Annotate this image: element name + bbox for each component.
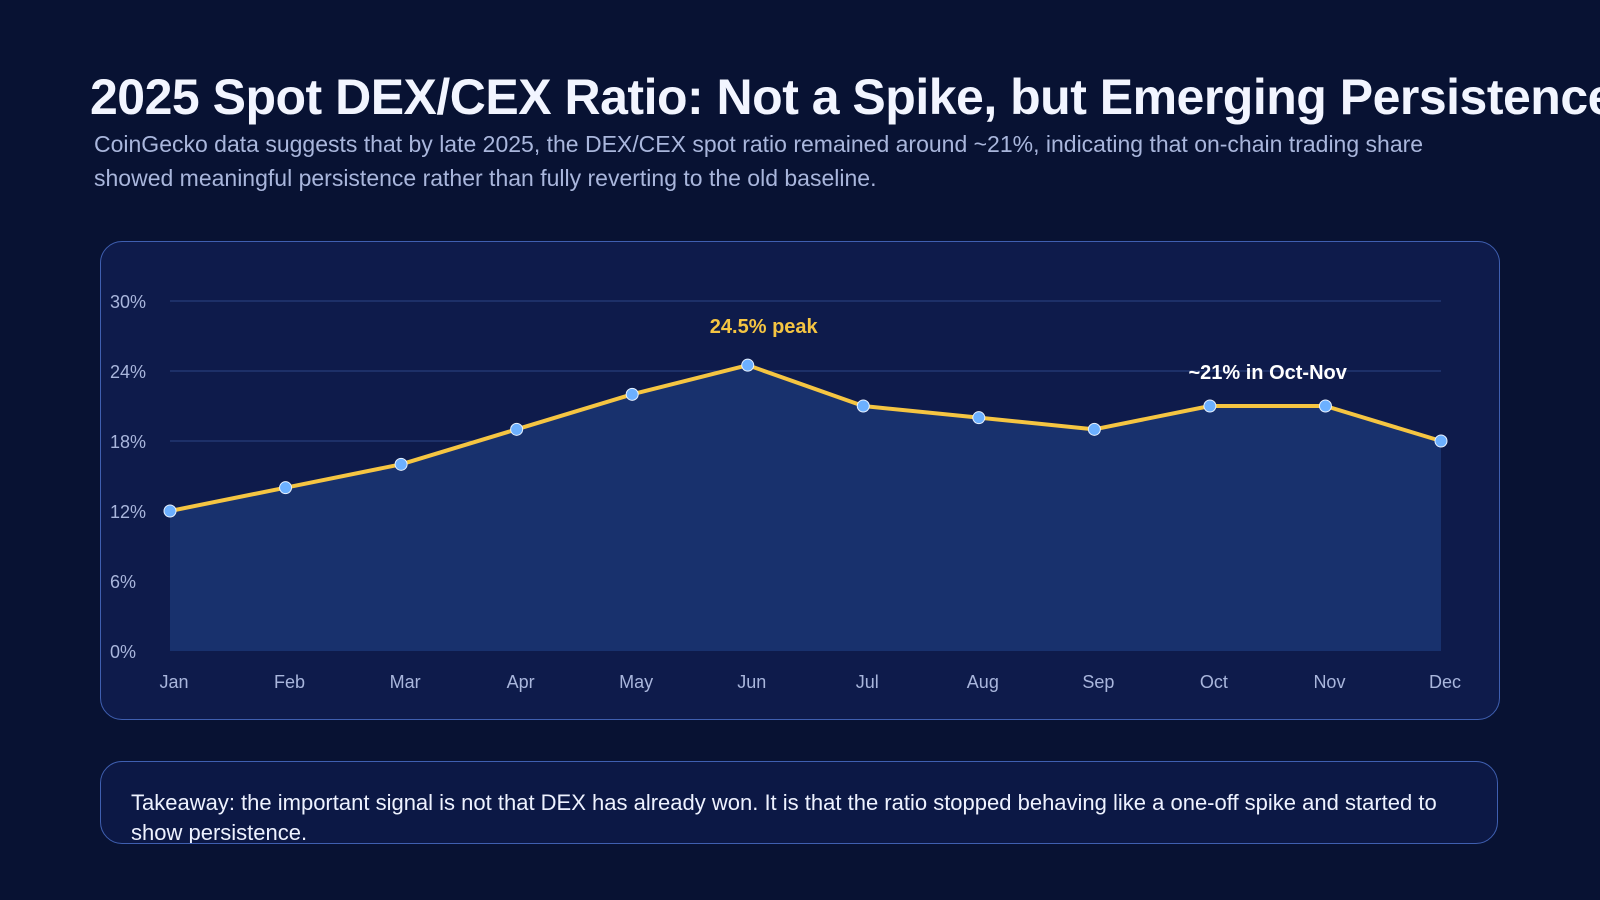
data-point-feb [279,481,293,495]
series-line [169,363,1442,513]
data-point-apr [510,422,524,436]
annotation-oct-nov: ~21% in Oct-Nov [1188,362,1347,384]
x-tick-label: Jun [737,672,766,692]
takeaway-box: Takeaway: the important signal is not th… [100,761,1498,844]
x-tick-label: Jul [856,672,879,692]
data-point-sep [1087,422,1101,436]
line-chart: 0% 6% 12% 18% 24% 30% Jan Feb Mar Apr May Jun Jul Au… [110,292,1461,692]
data-point-nov [1318,399,1332,413]
x-tick-label: Apr [507,672,535,692]
data-point-dec [1434,434,1448,448]
x-tick-label: Nov [1313,672,1345,692]
x-tick-label: Sep [1082,672,1114,692]
annotation-peak: 24.5% peak [710,316,819,338]
x-tick-label: Aug [967,672,999,692]
page-title: 2025 Spot DEX/CEX Ratio: Not a Spike, bu… [90,69,1600,125]
data-point-jul [856,399,870,413]
y-tick-label: 6% [110,572,136,592]
x-tick-label: Oct [1200,672,1228,692]
y-tick-label: 24% [110,362,146,382]
x-tick-label: May [619,672,653,692]
y-tick-label: 18% [110,432,146,452]
y-tick-label: 12% [110,502,146,522]
x-tick-label: Feb [274,672,305,692]
data-point-aug [972,411,986,425]
data-point-may [625,387,639,401]
y-tick-label: 30% [110,292,146,312]
chart-card: 0% 6% 12% 18% 24% 30% Jan Feb Mar Apr May Jun Jul Au… [100,241,1500,720]
data-point-mar [394,457,408,471]
y-tick-label: 0% [110,642,136,662]
area-fill [170,365,1441,651]
x-tick-label: Jan [159,672,188,692]
data-point-jan [163,504,177,518]
data-point-oct [1203,399,1217,413]
data-point-jun [741,358,755,372]
x-tick-label: Mar [390,672,421,692]
x-tick-label: Dec [1429,672,1461,692]
page-subtitle: CoinGecko data suggests that by late 202… [94,131,1424,191]
